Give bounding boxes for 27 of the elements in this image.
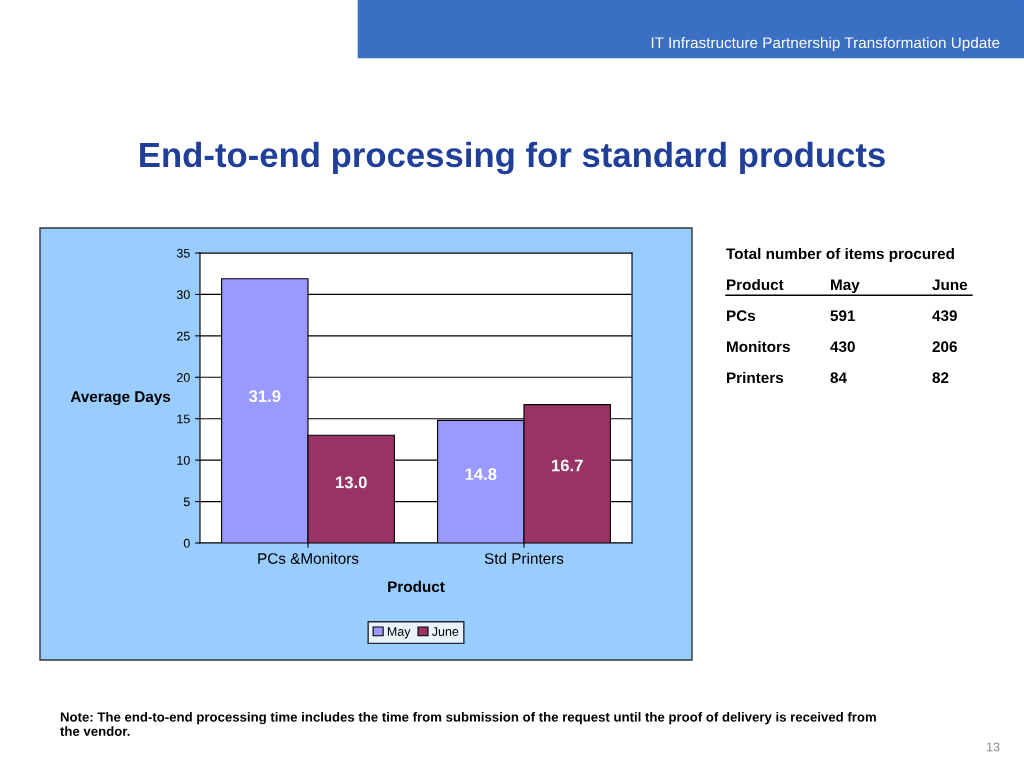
- text: Product May June: [727, 278, 968, 294]
- y-tick-label: 0: [183, 538, 190, 548]
- y-tick-label: 25: [177, 331, 190, 341]
- text: PCs 591 439: [727, 310, 957, 322]
- text: IT Infrastructure Partnership Transformation Update: [651, 36, 1000, 52]
- text: Note: The end-to-end processing time includes the time from submission of the request until the proof of delivery is received from the vendor.: [60, 712, 876, 736]
- text: 13: [987, 742, 1000, 752]
- legend-label: June: [431, 627, 459, 636]
- legend-label: May: [387, 627, 411, 639]
- y-axis-title: Average Days: [70, 391, 171, 406]
- y-tick-label: 15: [177, 414, 190, 424]
- data-label: 14.8: [465, 468, 497, 481]
- chart-title: End-to-end processing for standard products: [140, 141, 885, 175]
- data-label: 31.9: [248, 390, 281, 403]
- x-tick-label: Std Printers: [484, 552, 564, 564]
- y-tick-label: 20: [177, 373, 190, 382]
- y-tick-label: 10: [177, 455, 190, 465]
- y-tick-label: 5: [183, 497, 190, 507]
- text: Monitors 430 206: [727, 340, 957, 353]
- y-tick-label: 30: [176, 290, 190, 300]
- text: Total number of items procured: [726, 247, 954, 263]
- x-tick-label: PCs &Monitors: [258, 552, 359, 564]
- y-tick-label: 35: [176, 248, 190, 258]
- x-axis-title: Product: [388, 580, 445, 593]
- text: Printers 84 82: [727, 371, 949, 384]
- data-label: 13.0: [336, 476, 367, 489]
- data-label: 16.7: [552, 459, 583, 472]
